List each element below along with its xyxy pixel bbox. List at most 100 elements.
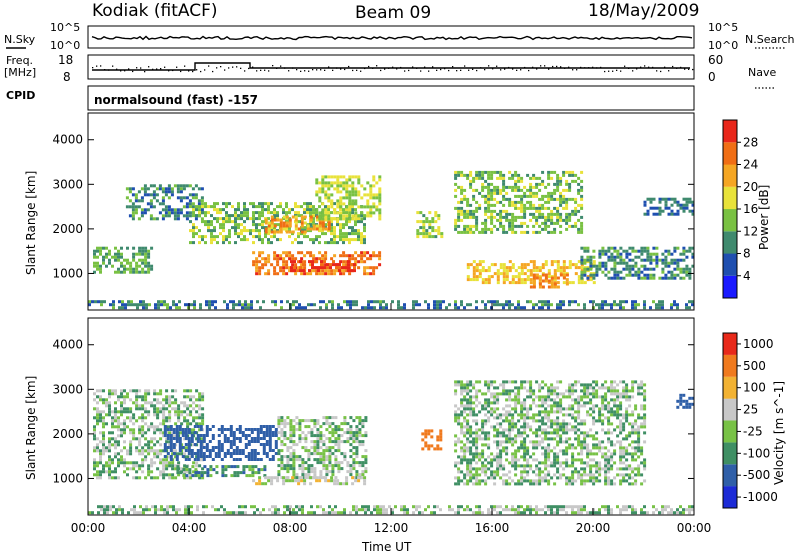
velocity-cell [364, 455, 368, 459]
velocity-cell [307, 452, 311, 456]
power-cell [607, 255, 611, 259]
power-cell [360, 211, 364, 215]
power-cell [526, 263, 530, 267]
power-cell [547, 215, 551, 219]
velocity-cell [196, 425, 200, 428]
power-cell [195, 214, 198, 218]
power-cell [556, 285, 560, 289]
power-cell [264, 257, 268, 261]
velocity-cell [169, 446, 173, 449]
velocity-cell [475, 395, 479, 399]
nave-point [272, 65, 274, 67]
power-cell [134, 211, 138, 215]
power-cell [532, 306, 535, 310]
power-cell [354, 202, 358, 206]
power-cell [333, 272, 337, 276]
nave-point [172, 69, 174, 72]
power-cell [228, 217, 231, 221]
power-cell [676, 264, 680, 268]
nave-point [428, 70, 430, 72]
velocity-cell [334, 458, 338, 462]
velocity-cell [181, 455, 185, 458]
velocity-cell [493, 508, 496, 512]
velocity-cell [421, 511, 424, 515]
velocity-cell [166, 446, 170, 449]
freq-unit-label: [MHz] [4, 66, 36, 79]
velocity-cell [120, 431, 123, 435]
power-cell [258, 205, 261, 209]
velocity-cell [469, 508, 472, 512]
power-cell [219, 232, 222, 236]
power-cell [460, 185, 464, 189]
power-cell [667, 276, 671, 280]
power-cell [198, 235, 201, 239]
power-cell [182, 196, 186, 200]
power-cell [282, 266, 286, 270]
velocity-cell [277, 431, 281, 435]
velocity-cell [496, 455, 500, 459]
velocity-cell [505, 389, 509, 393]
power-cell [463, 209, 467, 213]
velocity-cell [120, 428, 123, 432]
velocity-cell [282, 479, 286, 483]
velocity-cell [289, 437, 293, 441]
velocity-cell [150, 470, 154, 474]
power-cell [571, 224, 575, 228]
velocity-cell [463, 473, 467, 477]
power-cell [243, 211, 246, 215]
velocity-cell [427, 444, 431, 448]
power-cell [625, 252, 629, 256]
velocity-cell [538, 443, 542, 447]
power-cell [252, 223, 255, 227]
power-cell [170, 193, 174, 197]
velocity-cell [96, 473, 99, 477]
velocity-cell [514, 464, 518, 468]
power-cell [532, 185, 536, 189]
velocity-cell [358, 461, 362, 465]
velocity-cell [264, 476, 268, 480]
power-cell [646, 246, 650, 250]
power-cell [487, 278, 491, 282]
velocity-cell [523, 380, 527, 384]
power-cell [270, 221, 274, 225]
power-cell [428, 232, 432, 236]
power-cell [643, 273, 647, 277]
power-cell [682, 258, 686, 262]
power-cell [320, 266, 323, 270]
power-cell [478, 176, 482, 180]
velocity-cell [343, 431, 347, 435]
velocity-cell [352, 434, 356, 438]
velocity-cell [439, 447, 443, 451]
power-cell [360, 184, 364, 188]
velocity-cell [505, 419, 509, 423]
nave-point [196, 69, 198, 71]
power-cell [676, 303, 679, 307]
velocity-cell [93, 461, 96, 465]
velocity-cell [643, 505, 646, 509]
power-cell [658, 209, 662, 213]
velocity-cell [466, 473, 470, 477]
velocity-cell [511, 508, 514, 512]
velocity-cell [514, 392, 518, 396]
velocity-cell [466, 422, 470, 426]
velocity-cell [208, 449, 212, 452]
power-cell [673, 200, 677, 204]
power-cell [297, 214, 300, 218]
power-cell [565, 266, 569, 270]
power-cell [184, 303, 187, 307]
velocity-cell [274, 511, 277, 515]
velocity-cell [153, 437, 157, 441]
power-cell [191, 193, 195, 197]
power-cell [463, 224, 467, 228]
power-cell [580, 269, 584, 273]
power-cell [535, 230, 539, 234]
power-cell [360, 217, 364, 221]
power-cell [308, 269, 311, 273]
power-cell [255, 260, 259, 264]
power-cell [568, 281, 572, 285]
velocity-cell [421, 447, 425, 451]
power-cell [538, 212, 542, 216]
velocity-cell [232, 511, 235, 515]
velocity-cell [111, 443, 114, 447]
power-cell [493, 188, 497, 192]
